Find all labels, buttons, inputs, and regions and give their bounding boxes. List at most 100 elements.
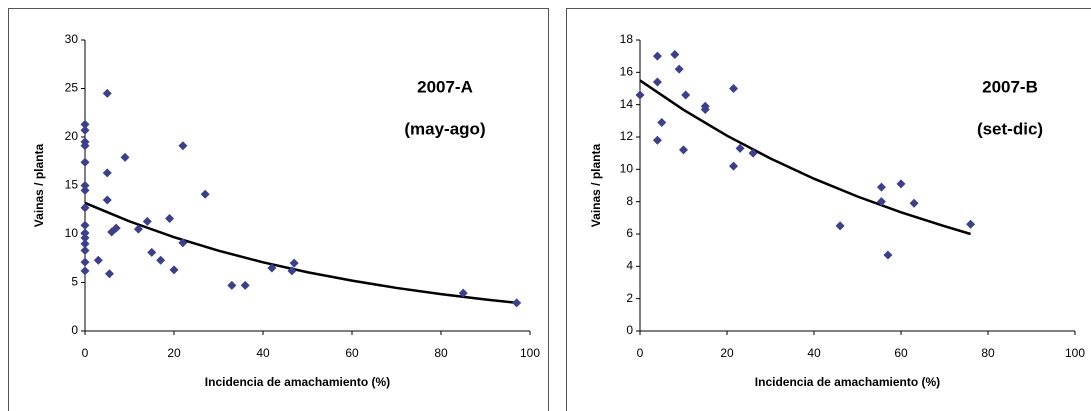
data-point bbox=[80, 185, 90, 195]
data-point bbox=[93, 255, 103, 265]
y-tick-label: 8 bbox=[626, 194, 633, 208]
y-axis-title: Vainas / planta bbox=[32, 143, 46, 227]
data-point bbox=[876, 197, 886, 207]
data-point bbox=[700, 105, 710, 115]
x-tick-label: 0 bbox=[637, 346, 644, 360]
annotation: 2007-A bbox=[417, 77, 473, 96]
data-point bbox=[178, 141, 188, 151]
data-point bbox=[227, 280, 237, 290]
data-point bbox=[102, 88, 112, 98]
y-tick-label: 10 bbox=[65, 226, 79, 240]
data-point bbox=[80, 228, 90, 238]
y-tick-label: 20 bbox=[65, 129, 79, 143]
data-point bbox=[876, 182, 886, 192]
data-point bbox=[200, 189, 210, 199]
annotation: (may-ago) bbox=[404, 119, 485, 138]
data-point bbox=[80, 220, 90, 230]
data-point bbox=[652, 51, 662, 61]
data-point bbox=[80, 233, 90, 243]
y-tick-label: 0 bbox=[626, 323, 633, 337]
trend-line bbox=[639, 79, 971, 236]
data-point bbox=[909, 198, 919, 208]
x-tick-label: 100 bbox=[520, 346, 540, 360]
x-tick-label: 40 bbox=[807, 346, 821, 360]
data-point bbox=[883, 250, 893, 260]
panel-frame bbox=[566, 8, 1091, 411]
data-point bbox=[729, 84, 739, 93]
data-point bbox=[102, 195, 112, 205]
data-point bbox=[729, 161, 739, 171]
y-tick-label: 30 bbox=[65, 32, 79, 46]
y-tick-label: 12 bbox=[620, 129, 634, 143]
data-point bbox=[80, 245, 90, 255]
data-point bbox=[80, 266, 90, 276]
data-point bbox=[652, 135, 662, 145]
annotation: 2007-B bbox=[982, 77, 1038, 96]
x-axis-title: Incidencia de amachamiento (%) bbox=[755, 375, 940, 389]
data-point bbox=[111, 223, 121, 233]
data-point bbox=[104, 269, 114, 279]
data-point bbox=[80, 119, 90, 129]
x-tick-label: 40 bbox=[256, 346, 270, 360]
data-point bbox=[165, 213, 175, 223]
data-point bbox=[80, 203, 90, 213]
y-tick-label: 15 bbox=[65, 178, 79, 192]
y-tick-label: 25 bbox=[65, 81, 79, 95]
data-point bbox=[80, 125, 90, 135]
trend-line bbox=[84, 201, 517, 305]
y-tick-label: 10 bbox=[620, 162, 634, 176]
data-point bbox=[120, 152, 130, 162]
data-point bbox=[458, 288, 468, 298]
data-point bbox=[102, 168, 112, 178]
panel-frame bbox=[8, 8, 549, 411]
data-point bbox=[670, 50, 680, 60]
data-point bbox=[289, 258, 299, 268]
data-point bbox=[835, 221, 845, 231]
y-axis-title: Vainas / planta bbox=[589, 143, 603, 227]
y-tick-label: 16 bbox=[620, 65, 634, 79]
data-point bbox=[142, 216, 152, 226]
data-point bbox=[80, 141, 90, 151]
y-tick-label: 6 bbox=[626, 226, 633, 240]
data-point bbox=[240, 280, 250, 290]
data-point bbox=[735, 143, 745, 153]
data-point bbox=[674, 64, 684, 74]
x-tick-label: 0 bbox=[82, 346, 89, 360]
data-point bbox=[156, 255, 166, 265]
annotation: (set-dic) bbox=[977, 119, 1043, 138]
data-point bbox=[80, 257, 90, 267]
y-tick-label: 5 bbox=[71, 275, 78, 289]
data-point bbox=[287, 266, 297, 276]
data-point bbox=[635, 90, 645, 100]
data-point bbox=[80, 181, 90, 190]
data-point bbox=[133, 224, 143, 234]
x-tick-label: 80 bbox=[434, 346, 448, 360]
x-tick-label: 20 bbox=[167, 346, 181, 360]
x-tick-label: 100 bbox=[1065, 346, 1085, 360]
y-tick-label: 4 bbox=[626, 259, 633, 273]
data-point bbox=[169, 265, 179, 275]
data-point bbox=[896, 179, 906, 189]
data-point bbox=[679, 145, 688, 155]
y-tick-label: 14 bbox=[620, 97, 634, 111]
data-point bbox=[178, 238, 188, 248]
data-point bbox=[512, 298, 522, 308]
data-point bbox=[748, 148, 758, 158]
data-point bbox=[80, 157, 90, 167]
y-tick-label: 2 bbox=[626, 291, 633, 305]
y-tick-label: 0 bbox=[71, 323, 78, 337]
data-point bbox=[267, 263, 277, 273]
x-tick-label: 60 bbox=[894, 346, 908, 360]
data-point bbox=[147, 247, 157, 257]
data-point bbox=[966, 219, 976, 229]
data-point bbox=[681, 90, 691, 100]
x-tick-label: 60 bbox=[345, 346, 359, 360]
x-tick-label: 20 bbox=[720, 346, 734, 360]
y-tick-label: 18 bbox=[620, 32, 634, 46]
data-point bbox=[657, 117, 667, 127]
data-point bbox=[80, 239, 90, 249]
x-tick-label: 80 bbox=[981, 346, 995, 360]
data-point bbox=[652, 77, 662, 87]
x-axis-title: Incidencia de amachamiento (%) bbox=[205, 375, 390, 389]
